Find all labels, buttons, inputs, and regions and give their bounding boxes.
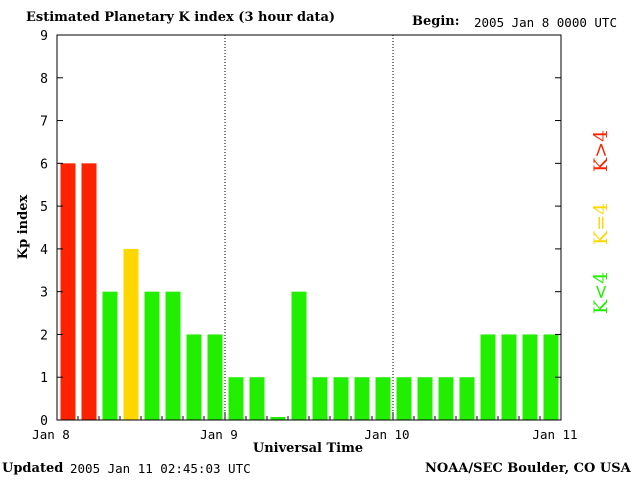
kp-bar: [312, 377, 328, 420]
kp-bar: [165, 291, 181, 420]
kp-bar: [102, 291, 118, 420]
y-tick-label: 2: [40, 328, 48, 343]
kp-bar: [333, 377, 349, 420]
x-axis-label: Universal Time: [253, 441, 363, 456]
y-axis-label: Kp index: [16, 195, 31, 260]
kp-bar: [123, 248, 139, 420]
kp-bar: [144, 291, 160, 420]
kp-bar: [438, 377, 454, 420]
x-tick-label: Jan 11: [532, 427, 577, 442]
kp-bar: [543, 334, 559, 420]
legend-equal: K=4: [590, 203, 612, 245]
kp-bar: [81, 163, 97, 421]
y-tick-label: 7: [40, 115, 48, 130]
begin-value: 2005 Jan 8 0000 UTC: [474, 15, 617, 30]
kp-bar: [501, 334, 517, 420]
begin-label: Begin:: [412, 14, 460, 29]
kp-bar: [417, 377, 433, 420]
kp-bar: [375, 377, 391, 420]
x-tick-label: Jan 10: [364, 427, 409, 442]
kp-bar: [396, 377, 412, 420]
y-tick-label: 1: [40, 371, 48, 386]
kp-bar: [522, 334, 538, 420]
legend-above: K>4: [590, 130, 612, 172]
y-axis-ticks: 0 1 2 3 4 5 6 7 8 9: [40, 29, 561, 429]
y-tick-label: 8: [40, 72, 48, 87]
legend-below: K<4: [590, 272, 612, 314]
legend-above-label: K>4: [590, 129, 612, 172]
kp-bar: [291, 291, 307, 420]
kp-bar: [270, 417, 286, 420]
y-tick-label: 6: [40, 157, 48, 172]
kp-bar: [207, 334, 223, 420]
chart-title: Estimated Planetary K index (3 hour data…: [26, 10, 336, 25]
updated-label: Updated: [2, 461, 64, 476]
x-tick-label: Jan 8: [32, 427, 70, 442]
source-label: NOAA/SEC Boulder, CO USA: [425, 461, 631, 476]
legend-equal-label: K=4: [590, 202, 612, 245]
kp-bar: [60, 163, 76, 421]
day-separators: [224, 35, 394, 420]
x-tick-label: Jan 9: [200, 427, 238, 442]
legend-below-label: K<4: [590, 271, 612, 314]
kp-bar: [186, 334, 202, 420]
y-tick-label: 9: [40, 29, 48, 44]
kp-bar: [228, 377, 244, 420]
y-tick-label: 0: [40, 414, 48, 429]
kp-bar: [459, 377, 475, 420]
kp-bar: [249, 377, 265, 420]
x-axis-ticks: Jan 8 Jan 9 Jan 10 Jan 11: [32, 412, 578, 442]
kp-bar: [480, 334, 496, 420]
updated-value: 2005 Jan 11 02:45:03 UTC: [70, 461, 251, 476]
kp-bar: [354, 377, 370, 420]
bars-group: [60, 163, 559, 421]
y-tick-label: 4: [40, 243, 48, 258]
y-tick-label: 5: [40, 200, 48, 215]
y-tick-label: 3: [40, 286, 48, 301]
